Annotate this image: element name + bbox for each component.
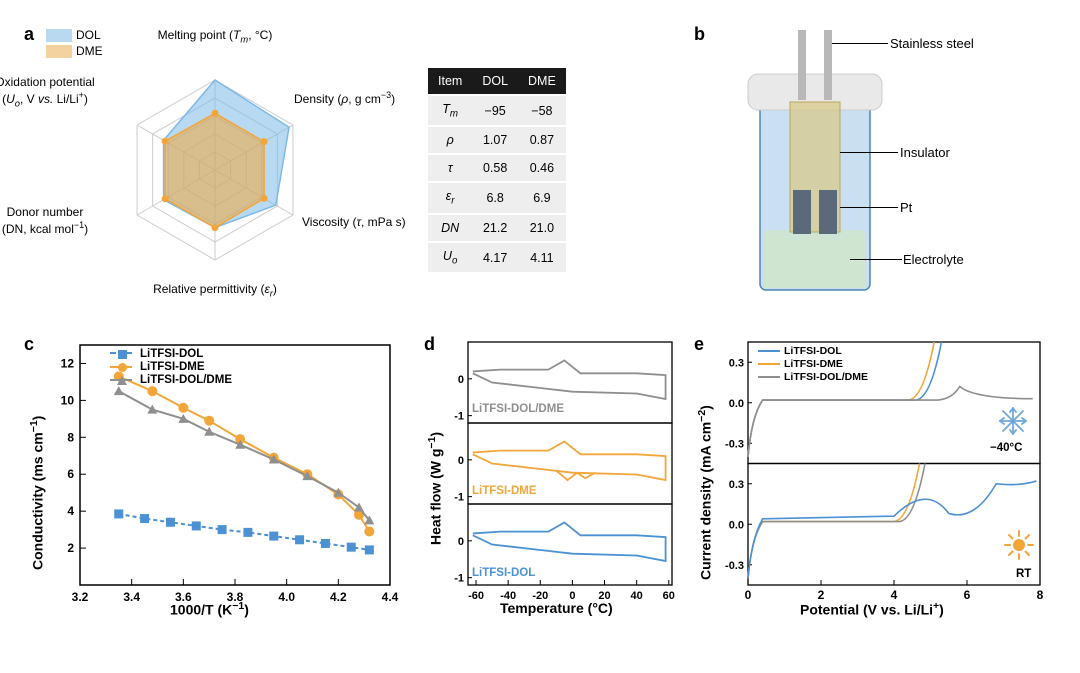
legend-item: LiTFSI-DOL <box>784 345 842 357</box>
legend-dme: DME <box>76 44 103 58</box>
panel-e: e -0.30.00.3-0.30.00.302468 Current dens… <box>690 330 1060 630</box>
cond-label: RT <box>1016 568 1031 580</box>
cell-svg <box>690 30 1030 310</box>
part-label: Pt <box>900 200 912 215</box>
part-label: Insulator <box>900 145 950 160</box>
axis-label: Viscosity (τ, mPa s) <box>302 215 462 230</box>
panel-d-label: d <box>424 334 435 355</box>
y-axis-title: Conductivity (ms cm−1) <box>28 416 46 570</box>
svg-text:12: 12 <box>61 356 75 370</box>
svg-text:0.0: 0.0 <box>729 398 744 410</box>
svg-text:3.4: 3.4 <box>123 590 140 604</box>
svg-text:0.0: 0.0 <box>729 519 744 531</box>
svg-text:6: 6 <box>964 588 971 602</box>
svg-text:4.0: 4.0 <box>278 590 295 604</box>
chart-e-svg: -0.30.00.3-0.30.00.302468 <box>690 330 1050 620</box>
panel-c: c 3.23.43.63.84.04.24.424681012 Conducti… <box>20 330 410 630</box>
svg-text:40: 40 <box>631 590 643 602</box>
part-label: Electrolyte <box>903 252 964 267</box>
legend-item: LiTFSI-DOL/DME <box>140 374 232 386</box>
trace-label: LiTFSI-DME <box>472 485 537 497</box>
cell-diagram: Stainless steel Insulator Pt Electrolyte <box>690 30 1030 310</box>
svg-text:0: 0 <box>458 536 464 548</box>
svg-text:-1: -1 <box>454 411 464 423</box>
chart-c-legend: LiTFSI-DOL LiTFSI-DME LiTFSI-DOL/DME <box>110 348 232 387</box>
svg-text:-60: -60 <box>468 590 484 602</box>
panel-c-label: c <box>24 334 34 355</box>
legend-item: LiTFSI-DME <box>140 361 205 373</box>
y-axis-title: Current density (mA cm−2) <box>696 405 714 580</box>
svg-text:-1: -1 <box>454 492 464 504</box>
legend-item: LiTFSI-DOL/DME <box>784 371 868 383</box>
snowflake-icon <box>998 406 1028 436</box>
svg-text:0: 0 <box>745 588 752 602</box>
table-row: εr6.86.9 <box>428 182 566 214</box>
chart-d-svg: -10-10-10-60-40-200204060 <box>420 330 680 620</box>
sun-icon <box>1004 530 1034 560</box>
table-row: ρ1.070.87 <box>428 126 566 154</box>
svg-text:4.2: 4.2 <box>330 590 347 604</box>
axis-label: Relative permittivity (εr) <box>135 282 295 300</box>
axis-label: Melting point (Tm, °C) <box>135 28 295 46</box>
panel-b: b Stainless steel Insulator Pt Electroly… <box>690 20 1060 320</box>
svg-text:60: 60 <box>663 590 675 602</box>
part-label: Stainless steel <box>890 36 974 51</box>
chart-e-legend: LiTFSI-DOL LiTFSI-DME LiTFSI-DOL/DME <box>758 345 868 384</box>
legend-item: LiTFSI-DOL <box>140 348 203 360</box>
svg-text:4.4: 4.4 <box>382 590 399 604</box>
svg-text:0: 0 <box>458 374 464 386</box>
svg-text:6: 6 <box>67 467 74 481</box>
x-axis-title: Temperature (°C) <box>500 600 613 616</box>
axis-label: Density (ρ, g cm−3) <box>294 90 454 107</box>
trace-label: LiTFSI-DOL <box>472 567 535 579</box>
svg-text:8: 8 <box>1037 588 1044 602</box>
panel-e-label: e <box>694 334 704 355</box>
radar-chart: DOL DME Melting point (Tm, °C) Density (… <box>20 20 410 320</box>
svg-text:0: 0 <box>458 455 464 467</box>
svg-text:0.3: 0.3 <box>729 479 744 491</box>
svg-text:-0.3: -0.3 <box>725 560 744 572</box>
table-row: Uo4.174.11 <box>428 242 566 273</box>
svg-text:3.2: 3.2 <box>72 590 89 604</box>
axis-label: Oxidation potential(Uo, V vs. Li/Li+) <box>0 75 125 110</box>
legend-item: LiTFSI-DME <box>784 358 843 370</box>
svg-text:-0.3: -0.3 <box>725 438 744 450</box>
panel-a-legend: DOL DME <box>46 28 103 60</box>
col-dol: DOL <box>472 68 518 95</box>
figure: a DOL DME Melting point (Tm, °C) Density… <box>20 20 1060 630</box>
svg-text:-1: -1 <box>454 573 464 585</box>
table-row: τ0.580.46 <box>428 154 566 182</box>
svg-text:0.3: 0.3 <box>729 357 744 369</box>
legend-dol: DOL <box>76 28 101 42</box>
y-axis-title: Heat flow (W g−1) <box>426 432 444 545</box>
svg-text:4: 4 <box>67 504 74 518</box>
axis-label: Donor number(DN, kcal mol−1) <box>0 205 125 237</box>
panel-d: d -10-10-10-60-40-200204060 Heat flow (W… <box>420 330 680 630</box>
trace-label: LiTFSI-DOL/DME <box>472 403 564 415</box>
panel-a: a DOL DME Melting point (Tm, °C) Density… <box>20 20 680 320</box>
cond-label: −40°C <box>990 442 1022 454</box>
x-axis-title: 1000/T (K−1) <box>170 600 249 618</box>
svg-text:2: 2 <box>67 541 74 555</box>
x-axis-title: Potential (V vs. Li/Li+) <box>800 600 944 618</box>
svg-text:10: 10 <box>61 393 75 407</box>
col-dme: DME <box>518 68 566 95</box>
svg-text:8: 8 <box>67 430 74 444</box>
